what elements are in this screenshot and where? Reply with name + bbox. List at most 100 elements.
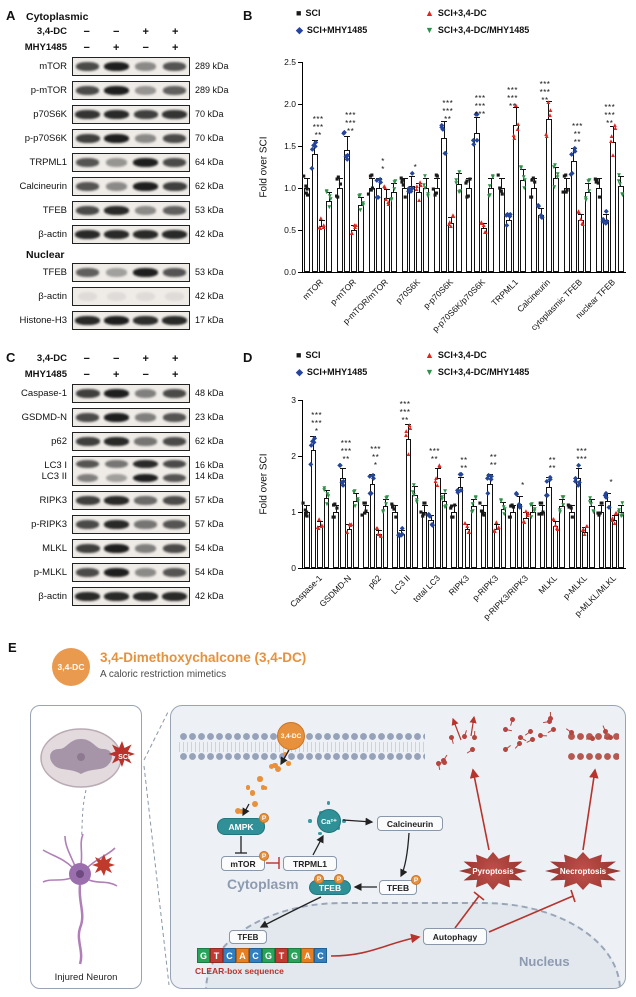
data-point: ▲ [608, 516, 616, 524]
significance-marks: *** [539, 80, 551, 90]
blot-row: TRPML1 64 kDa [8, 153, 248, 172]
bar [471, 506, 477, 568]
data-point: ▲ [546, 112, 554, 120]
blot-lane [73, 202, 102, 219]
blot-band [162, 544, 187, 553]
data-point: ▲ [318, 523, 325, 531]
error-bar-cap [398, 530, 405, 532]
data-point: ■ [393, 514, 398, 522]
bar [376, 534, 382, 568]
data-point: ▲ [577, 215, 585, 223]
blot-lane [160, 385, 189, 402]
error-bar-cap [311, 140, 318, 142]
blot-band [133, 459, 158, 469]
data-point: ◆ [602, 491, 608, 499]
data-point: ▼ [379, 509, 387, 517]
data-point: ▲ [547, 107, 554, 115]
error-bar-cap [408, 176, 415, 178]
data-point: ■ [464, 177, 469, 185]
blot-band [103, 389, 130, 398]
lipid-fragment [441, 759, 447, 766]
bar [598, 512, 605, 568]
blot-band [162, 389, 187, 398]
data-point: ▲ [482, 228, 489, 236]
blot-lane-row [73, 385, 189, 402]
y-tick-label: 2 [291, 451, 296, 461]
data-point: ◆ [539, 214, 545, 222]
legend-item: ▼ SCI+3,4-DC/MHY1485 [425, 25, 529, 35]
data-point: ▲ [416, 179, 424, 187]
error-bar [541, 505, 543, 512]
data-point: ◆ [426, 512, 432, 520]
molecular-weight-label: 289 kDa [195, 84, 229, 95]
data-point: ■ [301, 172, 306, 180]
error-bar-cap [506, 213, 512, 215]
data-point: ▼ [424, 190, 432, 198]
data-point: ▲ [575, 208, 582, 216]
data-point: ▲ [315, 524, 322, 532]
data-point: ▲ [463, 522, 471, 530]
y-axis [302, 62, 303, 272]
bar [500, 509, 507, 568]
treatment-sign: − [113, 26, 120, 38]
spinal-cord-neuron-illustration: SCI [40, 728, 135, 965]
data-point: ■ [477, 499, 482, 507]
significance-marks: *** [399, 408, 411, 418]
data-point: ■ [570, 514, 575, 522]
data-point: ▲ [316, 223, 323, 231]
data-point: ■ [400, 179, 404, 187]
data-point: ▲ [449, 212, 457, 220]
data-point: ◆ [455, 488, 461, 496]
data-point: ◆ [538, 212, 544, 220]
bar [376, 188, 383, 272]
bar [351, 230, 358, 272]
blot-band [133, 110, 158, 119]
error-bar-cap [346, 524, 353, 526]
blot-protein-label: RIPK3 [39, 494, 67, 506]
blot-lane [131, 264, 160, 281]
data-point: ◆ [311, 438, 317, 446]
data-point: ■ [481, 510, 485, 518]
molecular-weight-label: 42 kDa [195, 590, 224, 601]
bar [516, 503, 523, 568]
error-bar-cap [531, 177, 538, 179]
data-point: ▲ [407, 425, 414, 433]
blot-lane [131, 202, 160, 219]
data-point: ◆ [471, 140, 477, 148]
significance-marks: * [381, 157, 385, 166]
error-bar-cap [448, 217, 455, 219]
treatment-sign: + [113, 369, 120, 381]
data-point: ■ [463, 180, 468, 188]
data-point: ▼ [438, 496, 446, 504]
significance-marks: * [413, 163, 418, 173]
data-point: ▼ [617, 513, 625, 521]
data-point: ◆ [603, 208, 609, 216]
data-point: ■ [564, 189, 569, 197]
data-point: ◆ [439, 123, 445, 131]
error-bar [578, 467, 580, 479]
data-point: ▲ [317, 224, 324, 232]
error-bar [483, 505, 485, 512]
data-point: ▲ [478, 218, 485, 226]
data-point: ▼ [324, 490, 331, 498]
data-point: ▲ [522, 507, 530, 515]
bar [510, 512, 516, 568]
significance-marks: *** [340, 447, 352, 457]
blot-band [105, 459, 128, 469]
error-bar [460, 477, 462, 487]
data-point: ■ [304, 512, 309, 520]
blot-band [134, 520, 157, 529]
data-point: ▲ [510, 131, 517, 139]
bar [383, 198, 390, 272]
data-point: ▲ [465, 528, 473, 536]
legend-item: ■ SCI [296, 8, 320, 18]
error-bar-cap [582, 527, 589, 529]
data-point: ◆ [547, 476, 553, 484]
blot-band [162, 316, 187, 325]
error-bar [443, 121, 445, 138]
data-point: ▲ [524, 510, 532, 518]
data-point: ▼ [497, 498, 505, 506]
data-point: ▼ [420, 181, 428, 189]
treatment-sign: − [83, 353, 90, 365]
y-tick [298, 62, 302, 63]
